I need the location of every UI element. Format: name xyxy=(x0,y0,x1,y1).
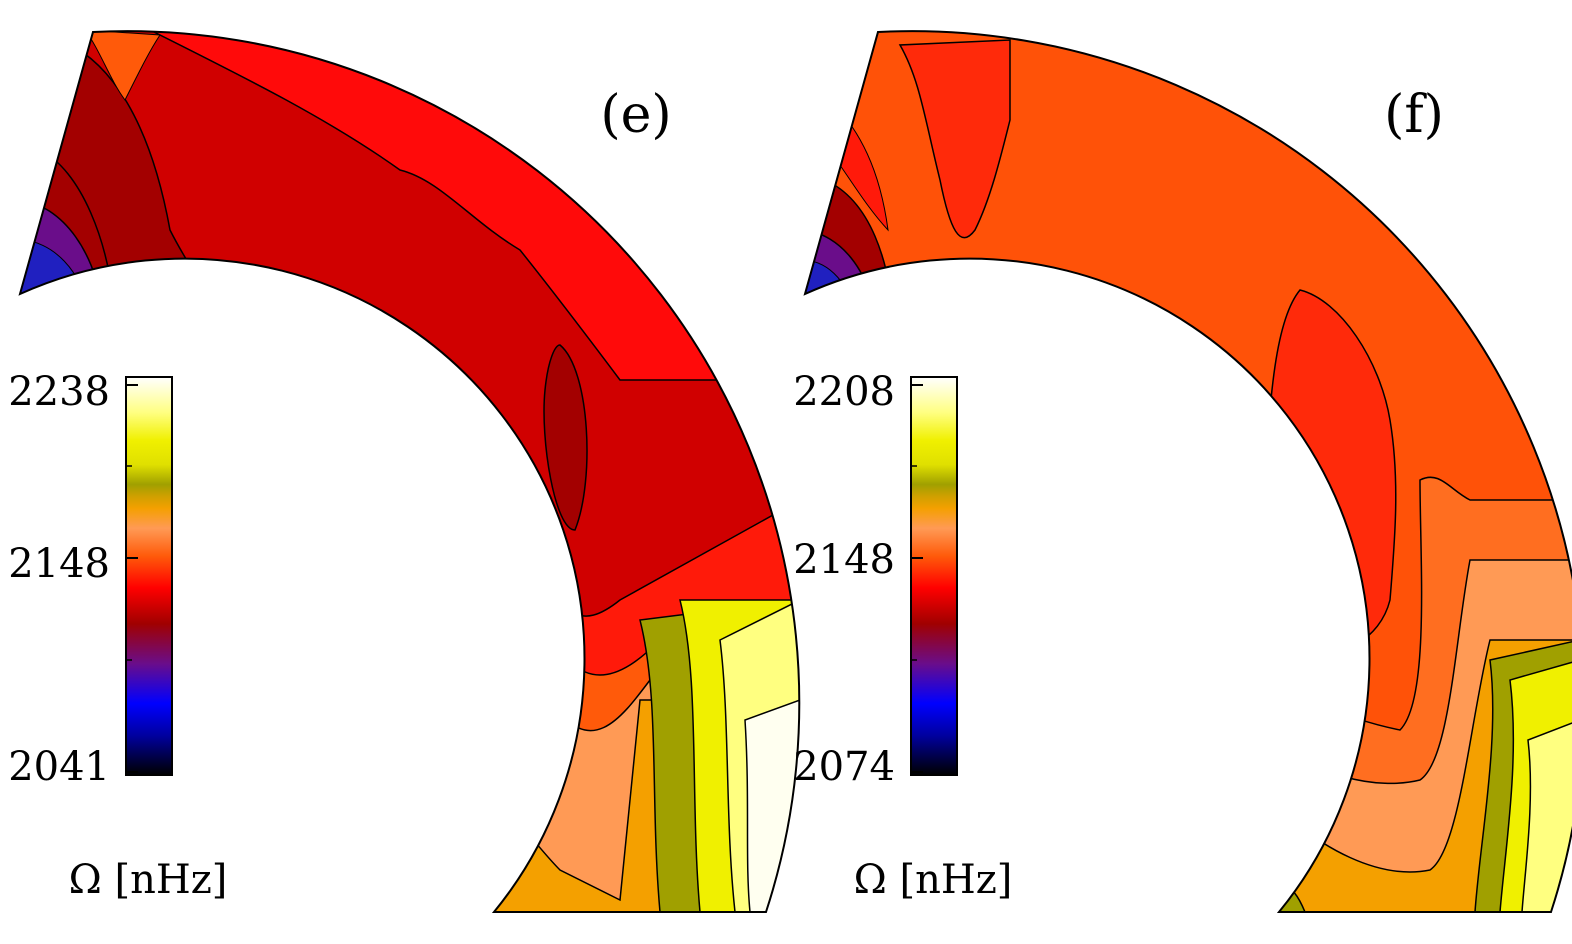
equator-band-f-7 xyxy=(1521,718,1572,913)
colorbar-f: 2208 2148 2074 Ω [nHz] xyxy=(793,369,1012,903)
colorbar-e-tick-label-min: 2041 xyxy=(8,744,110,790)
deep-ellipse-2 xyxy=(543,344,588,531)
colorbar-e: 2238 2148 2041 Ω [nHz] xyxy=(8,369,227,903)
colorbar-e-title: Ω [nHz] xyxy=(69,857,228,903)
colorbar-f-tick-label-mid: 2148 xyxy=(793,537,895,583)
colorbar-f-gradient xyxy=(910,376,958,776)
colorbar-e-tick-label-max: 2238 xyxy=(8,369,110,415)
colorbar-e-tick-label-mid: 2148 xyxy=(8,541,110,587)
domain-outline-e xyxy=(18,30,801,913)
colorbar-e-gradient xyxy=(125,376,173,776)
colorbar-f-title: Ω [nHz] xyxy=(854,857,1013,903)
domain-outline-f xyxy=(803,30,1572,913)
pole-top-region xyxy=(83,31,161,101)
high-latitude-region-f xyxy=(898,39,1011,239)
panel-e: (e) 2238 2148 2041 Ω [nHz] xyxy=(8,30,801,913)
colorbar-f-tick-label-max: 2208 xyxy=(793,369,895,415)
colorbar-f-tick-label-min: 2074 xyxy=(793,744,895,790)
panel-label-f: (f) xyxy=(1384,85,1444,145)
panel-f: (f) 2208 2148 2074 Ω [nHz] xyxy=(793,30,1572,913)
panel-label-e: (e) xyxy=(600,85,671,145)
deep-ellipse-1 xyxy=(442,374,474,476)
